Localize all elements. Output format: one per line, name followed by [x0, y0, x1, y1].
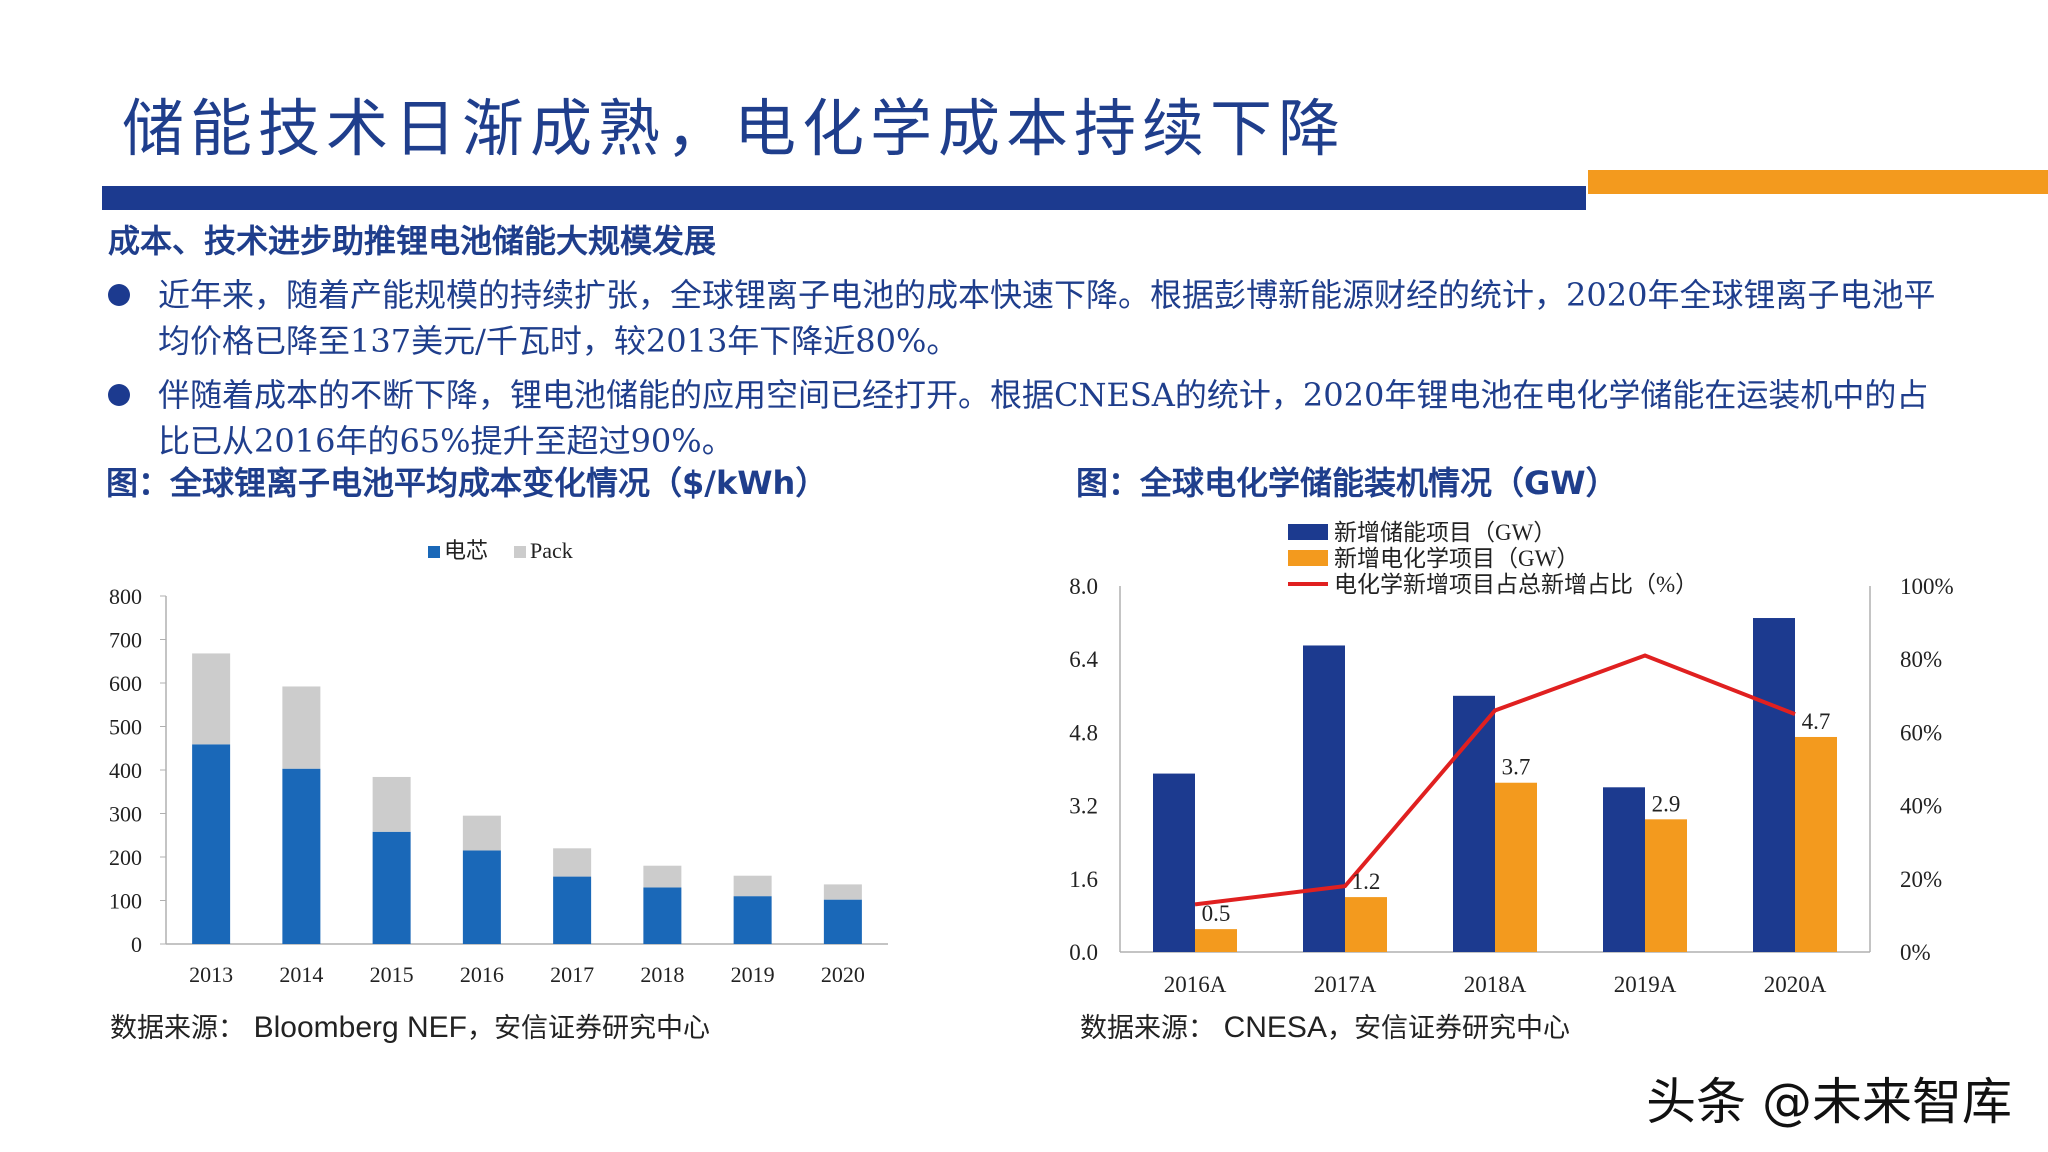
bar-electrochem — [1795, 736, 1837, 952]
y-tick-label: 100 — [109, 889, 142, 914]
bar-pack — [643, 865, 682, 888]
data-label: 1.2 — [1352, 869, 1381, 894]
right-figure-caption: 图：全球电化学储能装机情况（GW） — [1076, 464, 1618, 502]
y-right-tick-label: 80% — [1900, 647, 1942, 672]
left-figure-caption: 图：全球锂离子电池平均成本变化情况（$/kWh） — [106, 464, 828, 502]
x-tick-label: 2019 — [731, 962, 775, 987]
data-label: 0.5 — [1202, 901, 1231, 926]
bullet-item: 近年来，随着产能规模的持续扩张，全球锂离子电池的成本快速下降。根据彭博新能源财经… — [108, 272, 1938, 364]
x-tick-label: 2017A — [1314, 972, 1377, 997]
bar-cell — [823, 899, 862, 944]
x-tick-label: 2014 — [279, 962, 323, 987]
y-right-tick-label: 100% — [1900, 574, 1954, 599]
legend-label: 新增电化学项目（GW） — [1334, 546, 1579, 571]
x-tick-label: 2015 — [370, 962, 414, 987]
y-tick-label: 700 — [109, 628, 142, 653]
bar-electrochem — [1195, 929, 1237, 952]
source-org-cn: ，安信证券研究中心 — [467, 1013, 711, 1044]
legend-swatch — [428, 546, 440, 558]
x-tick-label: 2018 — [640, 962, 684, 987]
legend-swatch — [1288, 524, 1328, 540]
watermark: 头条 @未来智库 — [1646, 1073, 2012, 1131]
y-right-tick-label: 60% — [1900, 720, 1942, 745]
x-tick-label: 2020 — [821, 962, 865, 987]
section-subtitle: 成本、技术进步助推锂电池储能大规模发展 — [108, 222, 717, 260]
x-tick-label: 2017 — [550, 962, 594, 987]
bar-storage — [1603, 787, 1645, 952]
cost-chart: 800 700 600 500 400 300 200 100 0 2013 2014 2015 201… — [109, 538, 888, 987]
y-tick-label: 3.2 — [1069, 794, 1098, 819]
source-org: CNESA — [1223, 1011, 1327, 1044]
y-tick-label: 6.4 — [1069, 647, 1098, 672]
bar-pack — [462, 815, 501, 851]
bar-storage — [1303, 645, 1345, 952]
legend-label: 新增储能项目（GW） — [1334, 520, 1556, 545]
x-tick-label: 2016A — [1164, 972, 1227, 997]
x-tick-label: 2020A — [1764, 972, 1827, 997]
bullet-item: 伴随着成本的不断下降，锂电池储能的应用空间已经打开。根据CNESA的统计，202… — [108, 372, 1938, 464]
y-tick-label: 1.6 — [1069, 867, 1098, 892]
y-right-tick-label: 20% — [1900, 867, 1942, 892]
bullet-text: 近年来，随着产能规模的持续扩张，全球锂离子电池的成本快速下降。根据彭博新能源财经… — [158, 276, 1936, 360]
left-source: 数据来源： Bloomberg NEF，安信证券研究中心 — [110, 1006, 710, 1045]
bar-pack — [553, 848, 592, 877]
bar-cell — [462, 850, 501, 944]
y-tick-label: 300 — [109, 802, 142, 827]
source-label: 数据来源： — [1080, 1013, 1215, 1044]
x-tick-label: 2013 — [189, 962, 233, 987]
header-divider-blue — [102, 186, 1586, 210]
legend-swatch — [1288, 550, 1328, 566]
y-tick-label: 200 — [109, 845, 142, 870]
bar-pack — [282, 686, 321, 769]
y-tick-label: 500 — [109, 715, 142, 740]
bar-pack — [733, 875, 772, 897]
source-label: 数据来源： — [110, 1013, 245, 1044]
bullet-text: 伴随着成本的不断下降，锂电池储能的应用空间已经打开。根据CNESA的统计，202… — [158, 376, 1929, 460]
bar-cell — [282, 768, 321, 944]
bar-pack — [823, 884, 862, 900]
y-tick-label: 600 — [109, 671, 142, 696]
data-label: 3.7 — [1502, 755, 1531, 780]
legend-label: Pack — [530, 538, 573, 563]
bar-pack — [192, 653, 231, 745]
bar-electrochem — [1345, 897, 1387, 952]
y-right-tick-label: 40% — [1900, 794, 1942, 819]
y-tick-label: 400 — [109, 758, 142, 783]
data-label: 2.9 — [1652, 791, 1681, 816]
source-org: Bloomberg NEF — [253, 1011, 468, 1044]
storage-chart: 8.0 6.4 4.8 3.2 1.6 0.0 100% 80% 60% 40% 20% 0% 2016… — [1069, 520, 1954, 997]
y-tick-label: 800 — [109, 584, 142, 609]
bar-cell — [192, 744, 231, 944]
y-right-tick-label: 0% — [1900, 940, 1931, 965]
x-tick-label: 2018A — [1464, 972, 1527, 997]
legend-label: 电芯 — [444, 538, 488, 563]
source-org-cn: ，安信证券研究中心 — [1326, 1013, 1570, 1044]
x-tick-label: 2016 — [460, 962, 504, 987]
bar-cell — [553, 876, 592, 944]
bar-storage — [1753, 618, 1795, 952]
bullet-dot-icon — [108, 384, 130, 406]
y-tick-label: 4.8 — [1069, 720, 1098, 745]
page-title: 储能技术日渐成熟，电化学成本持续下降 — [122, 92, 1347, 165]
y-tick-label: 0 — [131, 932, 142, 957]
x-tick-label: 2019A — [1614, 972, 1677, 997]
bar-storage — [1453, 695, 1495, 952]
data-label: 4.7 — [1802, 709, 1831, 734]
bar-cell — [733, 896, 772, 944]
right-source: 数据来源： CNESA，安信证券研究中心 — [1080, 1006, 1570, 1045]
bar-electrochem — [1495, 782, 1537, 952]
header-divider-orange — [1588, 170, 2048, 194]
bar-cell — [372, 831, 411, 944]
bar-pack — [372, 776, 411, 832]
bar-electrochem — [1645, 819, 1687, 952]
legend-label: 电化学新增项目占总新增占比（%） — [1334, 572, 1698, 597]
bullet-dot-icon — [108, 284, 130, 306]
legend-swatch — [514, 546, 526, 558]
y-tick-label: 8.0 — [1069, 574, 1098, 599]
bar-storage — [1153, 773, 1195, 952]
y-tick-label: 0.0 — [1069, 940, 1098, 965]
bar-cell — [643, 887, 682, 944]
line-share — [1194, 653, 1796, 907]
